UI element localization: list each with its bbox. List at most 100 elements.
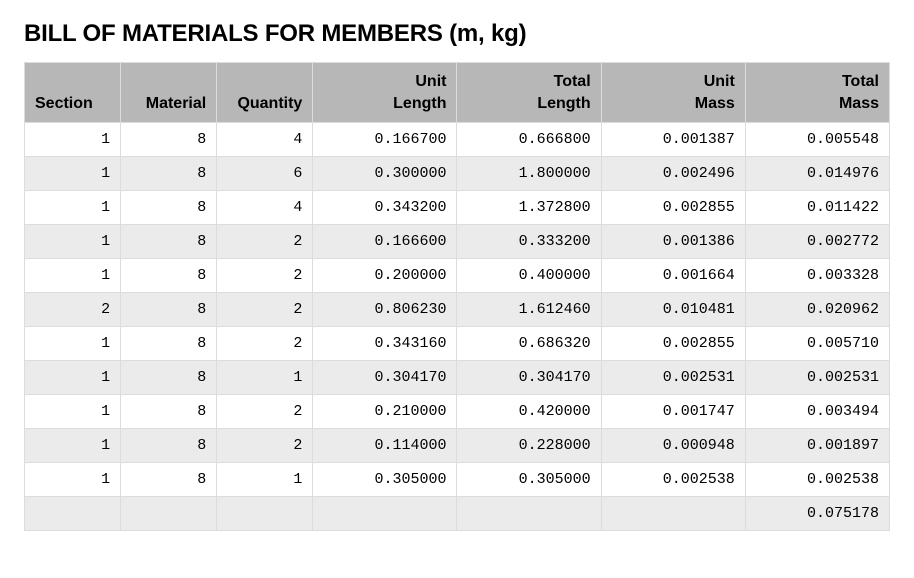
- cell-unit_length: 0.114000: [313, 429, 457, 463]
- cell-total_length: 1.372800: [457, 191, 601, 225]
- cell-total_mass: 0.003328: [745, 259, 889, 293]
- column-header-total_mass: TotalMass: [745, 63, 889, 123]
- empty-cell: [217, 497, 313, 531]
- cell-total_mass: 0.001897: [745, 429, 889, 463]
- table-row: 1840.1667000.6668000.0013870.005548: [25, 123, 890, 157]
- cell-unit_mass: 0.002531: [601, 361, 745, 395]
- cell-section: 1: [25, 361, 121, 395]
- cell-total_mass: 0.020962: [745, 293, 889, 327]
- cell-material: 8: [121, 225, 217, 259]
- cell-unit_length: 0.343200: [313, 191, 457, 225]
- cell-material: 8: [121, 191, 217, 225]
- cell-material: 8: [121, 361, 217, 395]
- cell-total_length: 1.612460: [457, 293, 601, 327]
- table-row: 1820.1666000.3332000.0013860.002772: [25, 225, 890, 259]
- cell-unit_mass: 0.001387: [601, 123, 745, 157]
- cell-section: 1: [25, 259, 121, 293]
- cell-total_length: 0.228000: [457, 429, 601, 463]
- cell-section: 1: [25, 429, 121, 463]
- cell-total_length: 0.333200: [457, 225, 601, 259]
- cell-total_mass: 0.002531: [745, 361, 889, 395]
- cell-quantity: 1: [217, 463, 313, 497]
- table-total-row: 0.075178: [25, 497, 890, 531]
- cell-unit_mass: 0.002538: [601, 463, 745, 497]
- cell-unit_length: 0.343160: [313, 327, 457, 361]
- page-title: BILL OF MATERIALS FOR MEMBERS (m, kg): [24, 20, 890, 48]
- cell-quantity: 2: [217, 259, 313, 293]
- column-header-total_length: TotalLength: [457, 63, 601, 123]
- cell-total_mass: 0.011422: [745, 191, 889, 225]
- cell-unit_mass: 0.002855: [601, 327, 745, 361]
- cell-quantity: 2: [217, 293, 313, 327]
- cell-unit_mass: 0.002496: [601, 157, 745, 191]
- cell-unit_mass: 0.002855: [601, 191, 745, 225]
- cell-unit_length: 0.166600: [313, 225, 457, 259]
- cell-section: 1: [25, 123, 121, 157]
- cell-material: 8: [121, 429, 217, 463]
- table-row: 1820.2000000.4000000.0016640.003328: [25, 259, 890, 293]
- cell-unit_length: 0.200000: [313, 259, 457, 293]
- cell-unit_mass: 0.010481: [601, 293, 745, 327]
- cell-material: 8: [121, 293, 217, 327]
- cell-section: 2: [25, 293, 121, 327]
- cell-section: 1: [25, 395, 121, 429]
- table-row: 1820.3431600.6863200.0028550.005710: [25, 327, 890, 361]
- cell-section: 1: [25, 225, 121, 259]
- cell-total_length: 0.305000: [457, 463, 601, 497]
- cell-total_length: 0.304170: [457, 361, 601, 395]
- cell-total_mass: 0.005710: [745, 327, 889, 361]
- cell-material: 8: [121, 157, 217, 191]
- cell-section: 1: [25, 191, 121, 225]
- cell-unit_length: 0.210000: [313, 395, 457, 429]
- table-row: 1810.3050000.3050000.0025380.002538: [25, 463, 890, 497]
- column-header-quantity: Quantity: [217, 63, 313, 123]
- empty-cell: [313, 497, 457, 531]
- cell-unit_length: 0.300000: [313, 157, 457, 191]
- cell-quantity: 2: [217, 327, 313, 361]
- table-row: 2820.8062301.6124600.0104810.020962: [25, 293, 890, 327]
- cell-quantity: 2: [217, 395, 313, 429]
- cell-quantity: 2: [217, 429, 313, 463]
- table-header-row: SectionMaterialQuantityUnitLengthTotalLe…: [25, 63, 890, 123]
- cell-material: 8: [121, 463, 217, 497]
- cell-unit_length: 0.806230: [313, 293, 457, 327]
- empty-cell: [457, 497, 601, 531]
- cell-total_mass: 0.002538: [745, 463, 889, 497]
- cell-total_length: 0.666800: [457, 123, 601, 157]
- cell-quantity: 2: [217, 225, 313, 259]
- table-row: 1820.2100000.4200000.0017470.003494: [25, 395, 890, 429]
- table-row: 1860.3000001.8000000.0024960.014976: [25, 157, 890, 191]
- cell-unit_length: 0.166700: [313, 123, 457, 157]
- cell-material: 8: [121, 395, 217, 429]
- column-header-unit_length: UnitLength: [313, 63, 457, 123]
- total-mass-sum: 0.075178: [745, 497, 889, 531]
- cell-material: 8: [121, 123, 217, 157]
- column-header-unit_mass: UnitMass: [601, 63, 745, 123]
- cell-quantity: 4: [217, 123, 313, 157]
- cell-section: 1: [25, 327, 121, 361]
- cell-unit_length: 0.304170: [313, 361, 457, 395]
- cell-unit_mass: 0.000948: [601, 429, 745, 463]
- column-header-section: Section: [25, 63, 121, 123]
- cell-total_mass: 0.003494: [745, 395, 889, 429]
- table-row: 1810.3041700.3041700.0025310.002531: [25, 361, 890, 395]
- column-header-material: Material: [121, 63, 217, 123]
- cell-total_length: 0.400000: [457, 259, 601, 293]
- cell-section: 1: [25, 463, 121, 497]
- cell-quantity: 6: [217, 157, 313, 191]
- cell-section: 1: [25, 157, 121, 191]
- cell-total_length: 0.420000: [457, 395, 601, 429]
- cell-total_mass: 0.002772: [745, 225, 889, 259]
- table-row: 1820.1140000.2280000.0009480.001897: [25, 429, 890, 463]
- cell-unit_mass: 0.001386: [601, 225, 745, 259]
- empty-cell: [601, 497, 745, 531]
- cell-material: 8: [121, 327, 217, 361]
- cell-total_length: 0.686320: [457, 327, 601, 361]
- empty-cell: [121, 497, 217, 531]
- cell-total_length: 1.800000: [457, 157, 601, 191]
- cell-material: 8: [121, 259, 217, 293]
- cell-total_mass: 0.005548: [745, 123, 889, 157]
- cell-quantity: 4: [217, 191, 313, 225]
- cell-total_mass: 0.014976: [745, 157, 889, 191]
- empty-cell: [25, 497, 121, 531]
